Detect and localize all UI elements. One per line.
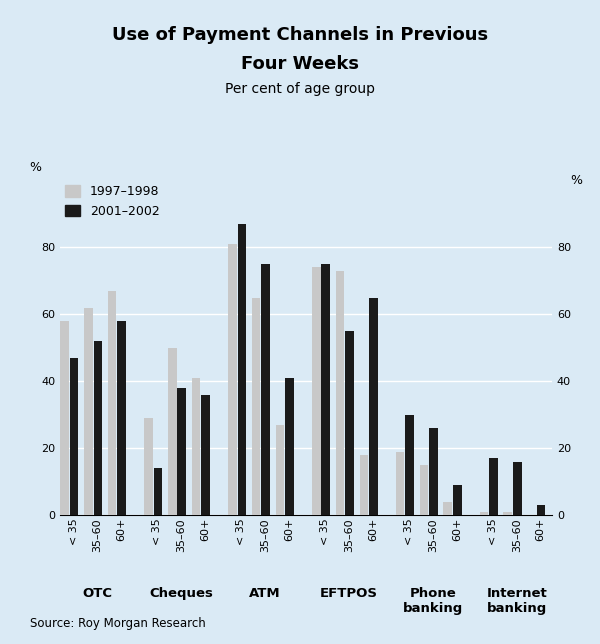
- Bar: [345, 331, 354, 515]
- Legend: 1997–1998, 2001–2002: 1997–1998, 2001–2002: [60, 180, 165, 223]
- Bar: [419, 465, 428, 515]
- Bar: [178, 388, 186, 515]
- Bar: [336, 270, 344, 515]
- Text: Per cent of age group: Per cent of age group: [225, 82, 375, 97]
- Bar: [537, 505, 545, 515]
- Bar: [503, 512, 512, 515]
- Bar: [238, 224, 246, 515]
- Bar: [275, 425, 284, 515]
- Text: OTC: OTC: [82, 587, 112, 600]
- Bar: [262, 264, 270, 515]
- Bar: [396, 451, 404, 515]
- Bar: [228, 244, 236, 515]
- Text: Phone
banking: Phone banking: [403, 587, 463, 616]
- Bar: [168, 348, 176, 515]
- Bar: [118, 321, 126, 515]
- Text: Use of Payment Channels in Previous: Use of Payment Channels in Previous: [112, 26, 488, 44]
- Bar: [513, 462, 521, 515]
- Text: Four Weeks: Four Weeks: [241, 55, 359, 73]
- Bar: [443, 502, 452, 515]
- Y-axis label: %: %: [29, 160, 41, 174]
- Bar: [144, 418, 153, 515]
- Bar: [94, 341, 102, 515]
- Bar: [285, 378, 294, 515]
- Bar: [406, 415, 414, 515]
- Text: Cheques: Cheques: [149, 587, 213, 600]
- Bar: [312, 267, 320, 515]
- Bar: [201, 395, 210, 515]
- Bar: [322, 264, 330, 515]
- Bar: [489, 459, 498, 515]
- Bar: [154, 468, 162, 515]
- Bar: [252, 298, 260, 515]
- Bar: [479, 512, 488, 515]
- Y-axis label: %: %: [571, 174, 583, 187]
- Bar: [359, 455, 368, 515]
- Bar: [70, 358, 79, 515]
- Text: Source: Roy Morgan Research: Source: Roy Morgan Research: [30, 617, 206, 630]
- Bar: [60, 321, 69, 515]
- Bar: [429, 428, 438, 515]
- Bar: [84, 308, 92, 515]
- Text: Internet
banking: Internet banking: [487, 587, 547, 616]
- Bar: [369, 298, 377, 515]
- Text: ATM: ATM: [250, 587, 281, 600]
- Text: EFTPOS: EFTPOS: [320, 587, 378, 600]
- Bar: [453, 485, 461, 515]
- Bar: [192, 378, 200, 515]
- Bar: [108, 291, 116, 515]
